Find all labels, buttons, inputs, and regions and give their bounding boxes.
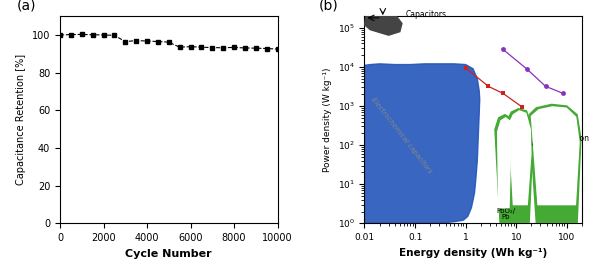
Text: PbO₂/
Pb: PbO₂/ Pb: [496, 208, 515, 220]
Polygon shape: [509, 111, 531, 205]
Y-axis label: Capacitance Retention [%]: Capacitance Retention [%]: [16, 54, 26, 185]
Polygon shape: [495, 115, 512, 223]
Text: Electrochemical capacitors: Electrochemical capacitors: [370, 96, 433, 174]
Text: Li-ion: Li-ion: [568, 134, 589, 143]
Text: Ni/MH: Ni/MH: [524, 138, 547, 147]
Polygon shape: [529, 104, 581, 223]
X-axis label: Energy density (Wh kg⁻¹): Energy density (Wh kg⁻¹): [399, 247, 547, 257]
Text: (b): (b): [319, 0, 338, 13]
Polygon shape: [364, 8, 402, 35]
X-axis label: Cycle Number: Cycle Number: [125, 249, 212, 259]
Polygon shape: [507, 109, 533, 223]
Text: (a): (a): [17, 0, 36, 13]
Polygon shape: [497, 118, 511, 208]
Text: Capacitors: Capacitors: [406, 10, 446, 19]
Polygon shape: [532, 107, 579, 205]
Polygon shape: [364, 64, 480, 223]
Y-axis label: Power density (W kg⁻¹): Power density (W kg⁻¹): [323, 68, 332, 172]
